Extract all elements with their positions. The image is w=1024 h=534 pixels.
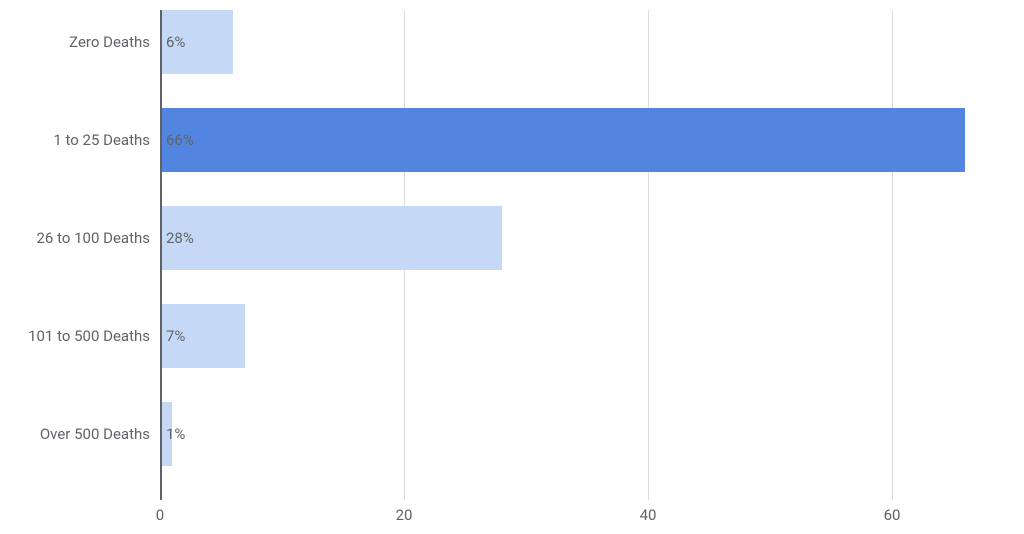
x-tick-label: 0 — [156, 506, 164, 524]
category-label: Over 500 Deaths — [40, 425, 150, 443]
bar-row: 28% — [160, 206, 1014, 270]
bar-value-label: 7% — [166, 327, 185, 345]
bar-row: 1% — [160, 402, 1014, 466]
deaths-bar-chart: 0 20 40 60 6% 66% 28% 7% 1% Zero Deaths 1 to 25 D… — [0, 0, 1024, 534]
bar-value-label: 66% — [166, 131, 194, 149]
x-tick-label: 40 — [640, 506, 657, 524]
bar-value-label: 28% — [166, 229, 194, 247]
plot-area: 02040606%66%28%7%1% — [160, 10, 1014, 500]
bar-row: 6% — [160, 10, 1014, 74]
x-tick-label: 60 — [884, 506, 901, 524]
y-axis — [160, 10, 162, 500]
category-label: 26 to 100 Deaths — [37, 229, 151, 247]
bar-row: 7% — [160, 304, 1014, 368]
category-label: 101 to 500 Deaths — [28, 327, 150, 345]
bar — [160, 108, 965, 172]
x-tick-label: 20 — [396, 506, 413, 524]
bar — [160, 206, 502, 270]
bar-value-label: 6% — [166, 33, 185, 51]
category-label: 1 to 25 Deaths — [53, 131, 150, 149]
bar-row: 66% — [160, 108, 1014, 172]
category-label: Zero Deaths — [69, 33, 150, 51]
bar-value-label: 1% — [166, 425, 185, 443]
